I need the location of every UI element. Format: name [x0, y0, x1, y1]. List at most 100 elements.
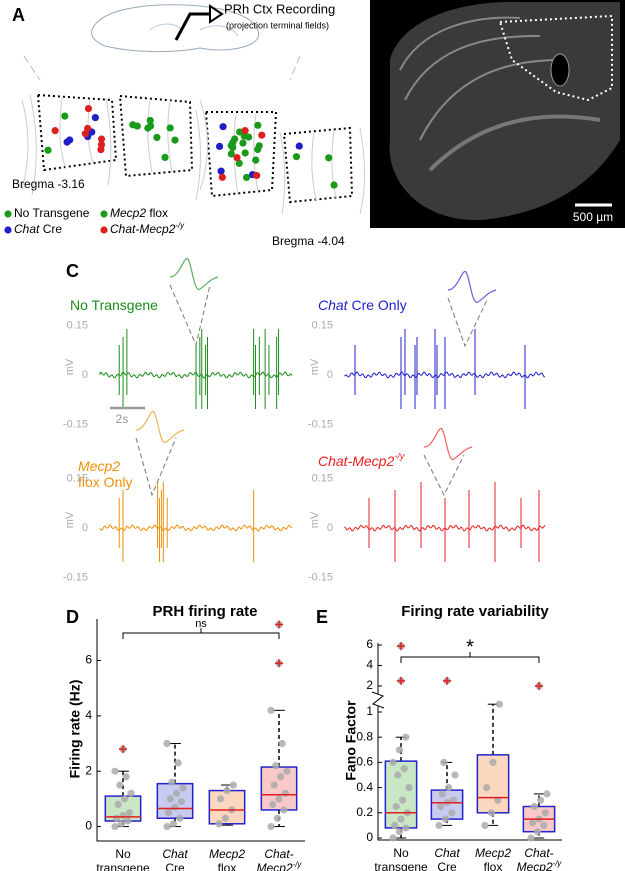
data-point: [171, 803, 179, 811]
data-point: [435, 821, 443, 830]
text-segment: Chat: [162, 847, 188, 861]
text-segment: -/y: [394, 451, 405, 461]
text-segment: -/y: [175, 221, 185, 230]
data-point: [111, 822, 119, 831]
pointer: [174, 12, 210, 41]
trace-label: Chat-Mecp2-/y: [318, 451, 405, 468]
trace-label: flox Only: [78, 474, 132, 490]
site-dot: [81, 130, 89, 138]
data-point: [174, 759, 182, 767]
site-dot: [233, 153, 241, 162]
outlier-marker: [397, 676, 405, 685]
data-point: [117, 820, 125, 828]
data-point: [540, 821, 548, 830]
scale-label: 2s: [116, 412, 129, 426]
x-tick-label: transgene: [96, 861, 150, 871]
inset-lines: [447, 297, 489, 348]
outlier-marker: [275, 620, 283, 629]
text-segment: No Transgene: [70, 297, 158, 313]
y-axis-label: Fano Factor: [343, 700, 359, 781]
axes: [96, 619, 305, 842]
y-tick-label: 0.15: [67, 472, 88, 484]
recording-title: PRh Ctx Recording: [224, 1, 335, 16]
data-point: [111, 767, 119, 775]
inset-lines: [135, 437, 177, 497]
site-dot: [146, 116, 154, 125]
text-segment: No Transgene: [14, 206, 90, 220]
section-lines: [21, 94, 365, 215]
y-tick-label: 0.6: [356, 755, 373, 769]
legend-label: Chat-Mecp2-/y: [110, 221, 185, 237]
data-point: [487, 809, 495, 817]
data-point: [277, 773, 285, 781]
data-point: [275, 795, 283, 803]
site-dot: [252, 156, 260, 164]
text-segment: Mecp2: [517, 860, 553, 871]
site-dot: [218, 173, 226, 181]
site-dot: [146, 122, 155, 130]
site-dot: [227, 141, 235, 150]
axes: [377, 643, 562, 841]
data-point: [269, 800, 277, 809]
significance-label: ns: [195, 618, 207, 630]
site-dot: [254, 121, 262, 129]
significance-label: *: [466, 636, 474, 658]
data-point: [400, 765, 408, 773]
data-point: [395, 746, 403, 754]
x-tick-label: Mecp2-/y: [257, 860, 303, 871]
waveform: [135, 411, 185, 443]
text-segment: Mecp2: [475, 846, 511, 860]
site-dot: [66, 136, 74, 144]
site-dot: [255, 142, 263, 150]
y-tick-label: 2: [366, 678, 373, 692]
data-point: [527, 834, 535, 842]
x-tick-label: Chat-: [264, 847, 293, 861]
y-tick-label: -0.15: [63, 571, 88, 583]
data-point: [445, 784, 453, 792]
data-point: [533, 828, 542, 836]
text-segment: transgene: [374, 860, 428, 871]
y-axis-label: mV: [64, 358, 76, 375]
y-tick-label: 4: [85, 708, 92, 722]
waveform: [447, 271, 497, 303]
data-point: [537, 796, 545, 804]
axis-break: [371, 691, 385, 709]
y-tick-label: 0.15: [312, 319, 333, 331]
data-point: [229, 781, 237, 789]
legend-dot: [4, 226, 12, 234]
y-tick-label: -0.15: [308, 571, 333, 583]
box: [260, 766, 298, 811]
y-tick-label: 0: [82, 369, 88, 381]
site-dot: [44, 146, 52, 154]
x-tick-label: Chat-: [524, 846, 553, 860]
y-tick-label: 0: [327, 369, 333, 381]
data-point: [399, 796, 407, 804]
text-segment: Mecp2: [78, 458, 120, 474]
chart-title: PRH firing rate: [152, 603, 257, 620]
data-point: [440, 758, 448, 767]
data-point: [530, 802, 538, 811]
data-point: [543, 790, 551, 798]
data-point: [489, 758, 497, 767]
data-point: [483, 784, 491, 792]
data-point: [176, 814, 184, 822]
data-point: [397, 815, 405, 823]
text-segment: Cre: [165, 861, 185, 871]
legend-label: Chat Cre: [14, 222, 62, 236]
data-point: [441, 815, 449, 823]
data-point: [391, 821, 399, 830]
legend-dot: [100, 210, 108, 218]
y-tick-label: 0: [366, 830, 373, 844]
text-segment: -/y: [293, 860, 303, 869]
data-point: [217, 795, 225, 803]
data-point: [177, 798, 185, 806]
trace-label: Mecp2: [78, 458, 120, 474]
outlier-marker: [535, 682, 543, 690]
site-dot: [242, 173, 251, 182]
text-segment: Chat: [318, 297, 349, 313]
data-point: [392, 802, 400, 811]
x-tick-label: flox: [218, 861, 237, 871]
legend-label: Mecp2 flox: [110, 206, 168, 220]
data-point: [165, 809, 173, 817]
site-dot: [244, 133, 253, 141]
